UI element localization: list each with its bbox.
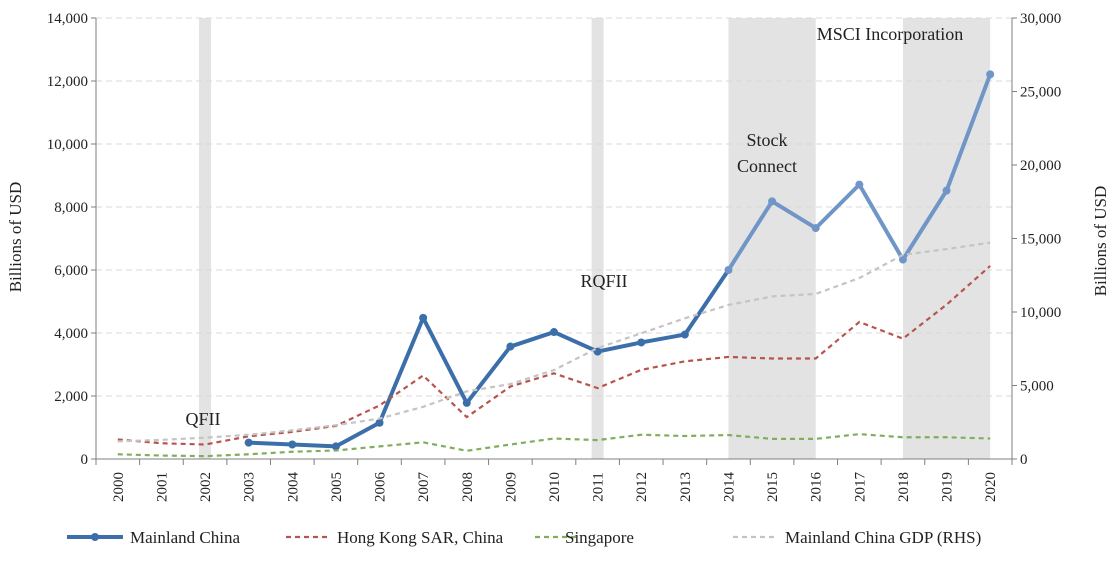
data-point (506, 342, 515, 351)
data-point (986, 70, 995, 79)
x-tick-label: 2007 (416, 472, 432, 503)
data-point (244, 438, 253, 447)
x-tick-label: 2010 (547, 472, 563, 502)
y-tick-label-right: 15,000 (1020, 232, 1061, 248)
series-line (248, 268, 731, 449)
legend-label: Hong Kong SAR, China (337, 528, 504, 547)
x-tick-label: 2000 (111, 472, 127, 502)
x-tick-label: 2016 (809, 472, 825, 503)
legend-item-2: Singapore (535, 528, 634, 547)
series-line (117, 241, 991, 443)
x-tick-label: 2019 (940, 472, 956, 502)
data-point (331, 442, 340, 451)
y-axis-title-left: Billions of USD (6, 182, 25, 293)
data-point (768, 197, 777, 206)
y-tick-label-left: 2,000 (54, 389, 88, 405)
data-point (811, 224, 820, 233)
series-line (117, 433, 991, 458)
y-tick-label-right: 25,000 (1020, 85, 1061, 101)
y-tick-label-left: 12,000 (47, 74, 88, 90)
y-tick-label-left: 6,000 (54, 263, 88, 279)
x-tick-label: 2011 (591, 472, 607, 501)
y-axis-title-right: Billions of USD (1091, 186, 1110, 297)
annotations: QFII RQFII Stock Connect MSCI Incorporation (186, 24, 964, 429)
data-point (288, 440, 297, 449)
x-tick-label: 2012 (634, 472, 650, 502)
data-point (462, 398, 471, 407)
legend-label: Mainland China (130, 528, 240, 547)
x-tick-label: 2004 (285, 472, 301, 503)
y-tick-label-right: 5,000 (1020, 379, 1054, 395)
y-tick-label-left: 8,000 (54, 200, 88, 216)
data-point (419, 313, 428, 322)
annotation-qfii: QFII (186, 409, 221, 429)
series-0 (244, 70, 995, 451)
annotation-rqfii: RQFII (580, 271, 627, 291)
series-lines (117, 70, 995, 458)
x-tick-label: 2020 (983, 472, 999, 502)
y-tick-label-left: 10,000 (47, 137, 88, 153)
x-tick-label: 2018 (896, 472, 912, 502)
shaded-period-0 (199, 18, 212, 459)
data-point (942, 186, 951, 195)
series-1 (117, 265, 991, 446)
legend-item-0: Mainland China (67, 528, 240, 547)
shaded-periods (199, 18, 991, 459)
gridlines (96, 17, 1012, 397)
y-tick-label-right: 30,000 (1020, 11, 1061, 27)
y-tick-label-right: 10,000 (1020, 305, 1061, 321)
series-line (117, 265, 991, 446)
annotation-msci-incorporation: MSCI Incorporation (817, 24, 963, 44)
x-tick-label: 2008 (460, 472, 476, 502)
shaded-period-2 (728, 18, 816, 459)
annotation-connect: Connect (737, 156, 797, 176)
x-tick-label: 2009 (503, 472, 519, 502)
y-tick-label-left: 14,000 (47, 11, 88, 27)
shaded-period-1 (591, 18, 604, 459)
data-point (855, 180, 864, 189)
data-point (550, 328, 558, 337)
y-tick-label-right: 0 (1020, 452, 1028, 468)
data-point (637, 338, 646, 347)
x-tick-label: 2001 (154, 472, 170, 502)
data-point (375, 418, 384, 427)
x-tick-label: 2013 (678, 472, 694, 502)
x-tick-label: 2014 (721, 472, 737, 503)
y-tick-label-left: 4,000 (54, 326, 88, 342)
legend: Mainland China Hong Kong SAR, China Singap… (67, 528, 981, 547)
data-point (680, 330, 689, 339)
axes: 0 2,000 4,000 6,000 8,000 10,000 12,000 14,000 0… (47, 11, 1062, 502)
annotation-stock: Stock (746, 130, 787, 150)
legend-label: Singapore (565, 528, 634, 547)
x-tick-label: 2002 (198, 472, 214, 502)
x-tick-label: 2006 (373, 472, 389, 503)
legend-item-3: Mainland China GDP (RHS) (733, 528, 981, 547)
legend-label: Mainland China GDP (RHS) (785, 528, 981, 547)
x-tick-label: 2017 (852, 472, 868, 503)
x-tick-label: 2003 (242, 472, 258, 502)
legend-marker (91, 533, 99, 541)
y-tick-label-right: 20,000 (1020, 158, 1061, 174)
data-point (724, 266, 733, 274)
series-3 (117, 241, 991, 443)
x-tick-label: 2005 (329, 472, 345, 502)
data-point (898, 255, 907, 264)
series-2 (117, 433, 991, 458)
legend-item-1: Hong Kong SAR, China (286, 528, 504, 547)
y-tick-label-left: 0 (81, 452, 89, 468)
x-tick-label: 2015 (765, 472, 781, 502)
